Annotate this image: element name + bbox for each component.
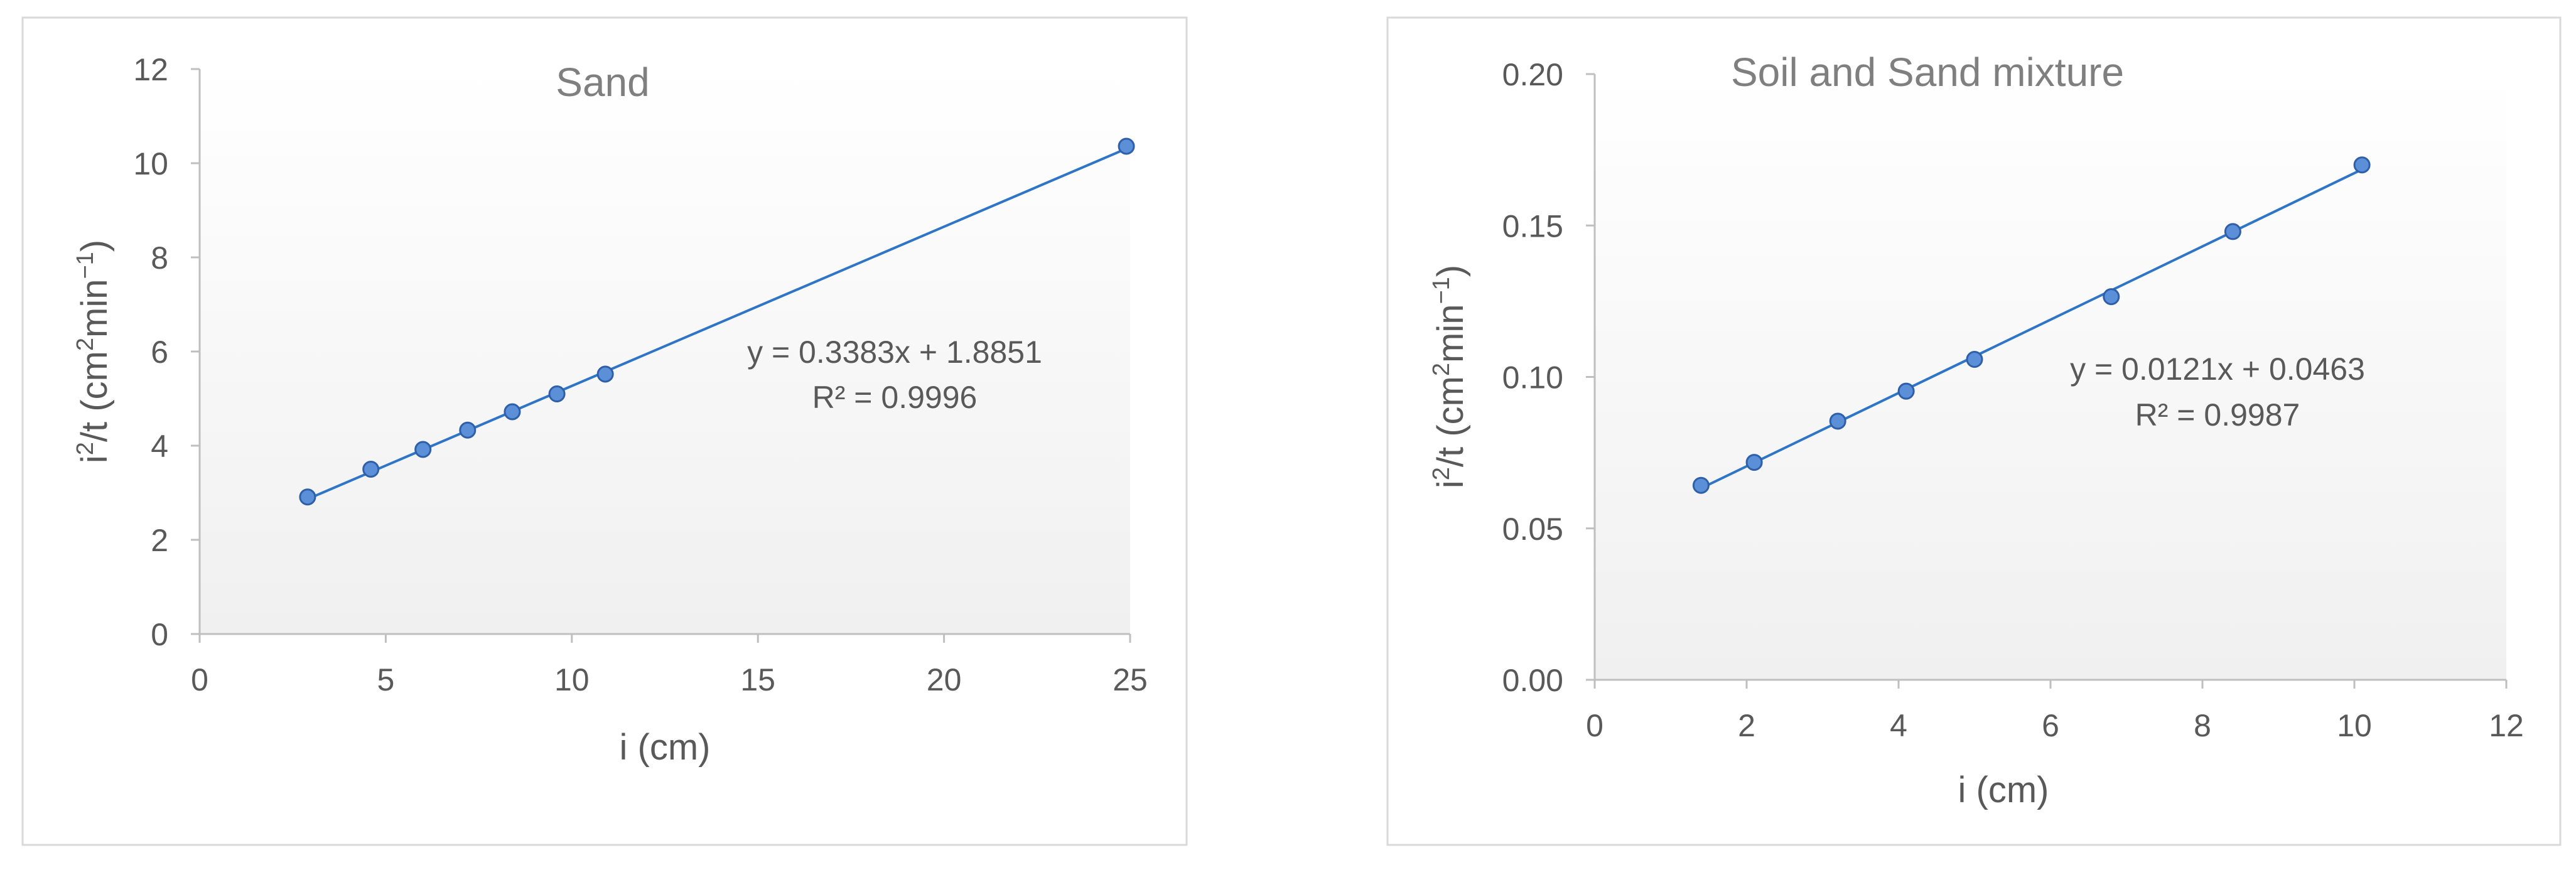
x-tick-label: 10 — [2337, 708, 2372, 743]
r-squared-label: R² = 0.9987 — [2135, 397, 2300, 432]
x-tick-label: 0 — [1586, 708, 1603, 743]
data-points — [1692, 156, 2371, 494]
y-tick-label: 10 — [133, 146, 168, 181]
trendline-equation: y = 0.3383x + 1.8851 — [747, 335, 1042, 370]
x-tick-label: 5 — [377, 662, 394, 697]
data-point — [504, 403, 521, 421]
plot-area — [1595, 74, 2506, 680]
data-point — [2103, 288, 2120, 306]
x-tick-label: 12 — [2489, 708, 2524, 743]
data-point — [2224, 223, 2241, 240]
x-tick-label: 6 — [2042, 708, 2059, 743]
y-tick-label: 0.20 — [1502, 57, 1563, 92]
chart-title: Soil and Sand mixture — [1731, 50, 2124, 95]
x-axis-label: i (cm) — [620, 727, 711, 768]
data-point — [1829, 412, 1846, 430]
y-tick-label: 0.15 — [1502, 208, 1563, 244]
x-tick-label: 0 — [191, 662, 208, 697]
sand-chart-card: 0 2 4 6 8 10 12 0 5 10 15 20 25 Sand y = 0.3383x + … — [0, 0, 1205, 867]
trendline-equation: y = 0.0121x + 0.0463 — [2070, 352, 2365, 387]
trendline — [307, 148, 1127, 500]
x-tick-label: 15 — [740, 662, 775, 697]
data-point — [299, 488, 316, 506]
x-tick-label: 2 — [1738, 708, 1755, 743]
data-point — [362, 461, 380, 478]
x-ticks: 0 2 4 6 8 10 12 — [1586, 680, 2524, 743]
data-point — [2353, 156, 2371, 174]
y-tick-label: 12 — [133, 52, 168, 87]
x-tick-label: 8 — [2194, 708, 2211, 743]
data-point — [596, 365, 614, 383]
soil-sand-chart: 0.00 0.05 0.10 0.15 0.20 0 2 4 6 8 10 12 Soil and … — [1386, 16, 2562, 846]
x-axis-label: i (cm) — [1958, 770, 2049, 810]
x-ticks: 0 5 10 15 20 25 — [191, 634, 1148, 697]
data-point — [1745, 454, 1763, 471]
x-tick-label: 20 — [927, 662, 962, 697]
data-point — [1692, 476, 1710, 494]
r-squared-label: R² = 0.9996 — [812, 380, 978, 415]
data-point — [1897, 382, 1915, 400]
data-points — [299, 137, 1135, 506]
data-point — [1118, 137, 1135, 155]
y-tick-label: 0.00 — [1502, 663, 1563, 698]
y-axis-label: i2/t (cm2min−1) — [1428, 265, 1471, 488]
y-tick-label: 0.05 — [1502, 512, 1563, 547]
y-tick-label: 0 — [151, 617, 168, 652]
soil-sand-chart-card: 0.00 0.05 0.10 0.15 0.20 0 2 4 6 8 10 12 Soil and … — [1375, 0, 2576, 867]
x-tick-label: 4 — [1890, 708, 1907, 743]
y-tick-label: 4 — [151, 429, 168, 464]
y-ticks: 0 2 4 6 8 10 12 — [133, 52, 200, 652]
trendline — [1700, 168, 2363, 490]
y-tick-label: 8 — [151, 240, 168, 276]
data-point — [548, 385, 566, 402]
x-tick-label: 10 — [554, 662, 590, 697]
data-point — [1966, 351, 1983, 368]
y-ticks: 0.00 0.05 0.10 0.15 0.20 — [1502, 57, 1595, 698]
data-point — [414, 441, 432, 458]
y-tick-label: 0.10 — [1502, 360, 1563, 395]
plot-area — [200, 69, 1130, 634]
sand-chart: 0 2 4 6 8 10 12 0 5 10 15 20 25 Sand y = 0.3383x + … — [21, 16, 1188, 846]
x-tick-label: 25 — [1113, 662, 1148, 697]
chart-title: Sand — [556, 60, 649, 105]
y-tick-label: 6 — [151, 335, 168, 370]
data-point — [459, 421, 477, 439]
y-tick-label: 2 — [151, 523, 168, 558]
y-axis-label: i2/t (cm2min−1) — [72, 240, 115, 463]
